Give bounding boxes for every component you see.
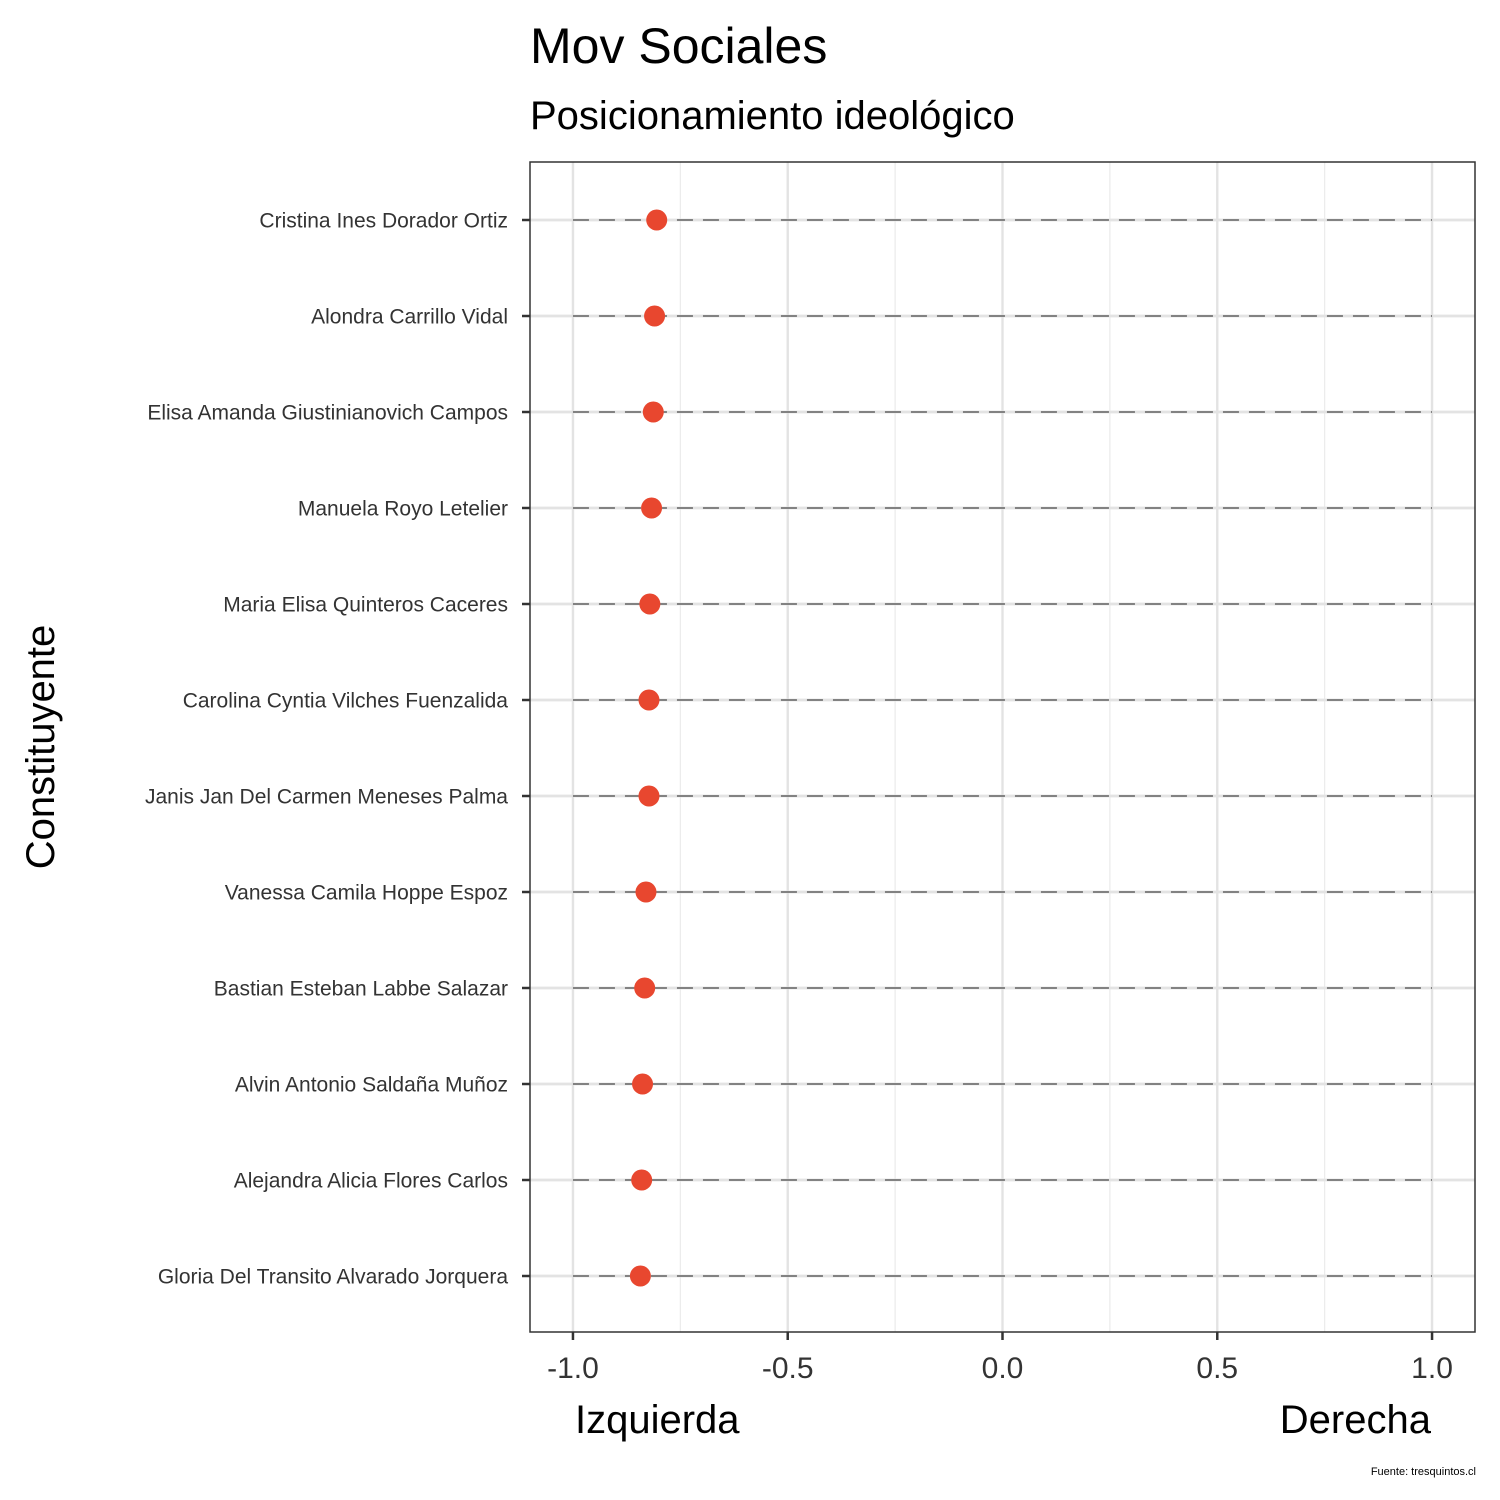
data-point (644, 305, 666, 327)
data-point (642, 401, 664, 423)
data-point (638, 689, 660, 711)
x-label-left: Izquierda (575, 1398, 740, 1442)
source-caption: Fuente: tresquintos.cl (1371, 1466, 1476, 1478)
y-axis-title: Constituyente (19, 625, 63, 870)
reference-lines (572, 219, 1433, 1277)
y-tick-label: Carolina Cyntia Vilches Fuenzalida (183, 690, 509, 713)
data-point (629, 1265, 651, 1287)
x-tick-label: 0.5 (1196, 1352, 1238, 1385)
x-tick-label: -0.5 (762, 1352, 814, 1385)
x-label-right: Derecha (1280, 1398, 1432, 1442)
y-axis-ticks: Cristina Ines Dorador Ortiz Alondra Carri… (145, 210, 530, 1289)
y-tick-label: Cristina Ines Dorador Ortiz (259, 210, 508, 233)
data-point (646, 209, 668, 231)
data-point (639, 593, 661, 615)
x-tick-label: -1.0 (547, 1352, 599, 1385)
y-tick-label: Manuela Royo Letelier (298, 498, 508, 521)
y-tick-label: Maria Elisa Quinteros Caceres (223, 594, 508, 617)
y-tick-label: Gloria Del Transito Alvarado Jorquera (158, 1266, 508, 1289)
y-tick-label: Janis Jan Del Carmen Meneses Palma (145, 786, 508, 809)
x-axis-ticks: -1.0 -0.5 0.0 0.5 1.0 (547, 1332, 1453, 1385)
y-tick-label: Elisa Amanda Giustinianovich Campos (147, 402, 508, 425)
y-tick-label: Alvin Antonio Saldaña Muñoz (235, 1074, 508, 1097)
y-tick-label: Alondra Carrillo Vidal (311, 306, 508, 329)
x-tick-label: 1.0 (1411, 1352, 1453, 1385)
data-point (631, 1169, 653, 1191)
chart-title: Mov Sociales (530, 18, 827, 74)
data-point (638, 785, 660, 807)
data-point (632, 1073, 654, 1095)
y-tick-label: Alejandra Alicia Flores Carlos (234, 1170, 508, 1193)
data-point (641, 497, 663, 519)
data-point (634, 977, 656, 999)
x-tick-label: 0.0 (982, 1352, 1024, 1385)
y-tick-label: Vanessa Camila Hoppe Espoz (225, 882, 508, 905)
data-point (635, 881, 657, 903)
y-tick-label: Bastian Esteban Labbe Salazar (214, 978, 508, 1001)
chart-subtitle: Posicionamiento ideológico (530, 94, 1015, 138)
data-points (629, 209, 668, 1287)
